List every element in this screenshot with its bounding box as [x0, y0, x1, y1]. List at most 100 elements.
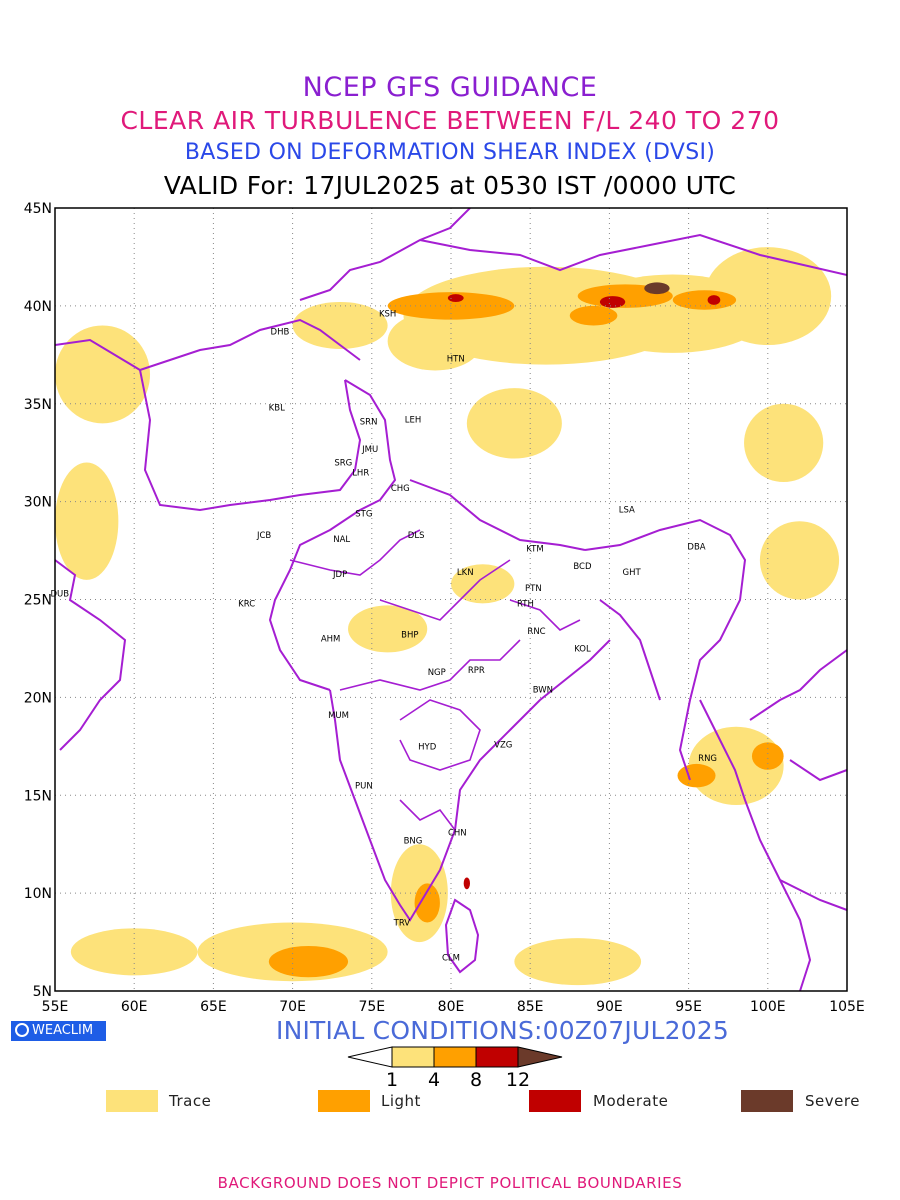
lon-tick-label: 60E: [121, 999, 148, 1015]
lon-tick-label: 70E: [279, 999, 306, 1015]
nepal-boundary: [409, 479, 586, 551]
india-coast: [329, 639, 611, 922]
turbulence-trace-area: [514, 938, 642, 986]
lon-tick-label: 95E: [675, 999, 702, 1015]
station-label: AHM: [321, 635, 341, 645]
turbulence-light-area: [268, 945, 349, 978]
chart-title: NCEP GFS GUIDANCE: [302, 72, 598, 103]
station-label: NAL: [333, 535, 350, 545]
lon-tick-label: 85E: [517, 999, 544, 1015]
lon-tick-label: 90E: [596, 999, 623, 1015]
station-label: PUN: [355, 781, 373, 791]
legend-light-label: Light: [381, 1092, 421, 1110]
station-label: KRC: [238, 599, 255, 609]
turbulence-trace-area: [292, 301, 388, 349]
lat-tick-label: 10N: [24, 886, 52, 902]
legend-trace-label: Trace: [169, 1092, 212, 1110]
station-label: BHP: [401, 631, 418, 641]
turbulence-moderate-area: [599, 296, 626, 308]
colorbar-tick-label: 12: [505, 1069, 531, 1091]
station-label: DLS: [408, 531, 425, 541]
station-label: RNG: [698, 754, 717, 764]
station-label: PTN: [525, 584, 542, 594]
legend-moderate-label: Moderate: [593, 1092, 669, 1110]
station-label: RTH: [517, 599, 534, 609]
india-west-boundary: [268, 379, 397, 691]
legend-severe-swatch: [741, 1090, 793, 1112]
lat-tick-label: 30N: [24, 495, 52, 511]
station-label: STG: [355, 509, 372, 519]
legend-light-swatch: [318, 1090, 370, 1112]
turbulence-trace-area: [55, 325, 151, 424]
station-label: NGP: [428, 668, 446, 678]
station-label: SRN: [360, 417, 378, 427]
lon-tick-label: 55E: [42, 999, 69, 1015]
station-label: RPR: [468, 666, 485, 676]
station-label: SRG: [334, 458, 352, 468]
station-label: DUB: [50, 590, 69, 600]
initial-conditions: INITIAL CONDITIONS:00Z07JUL2025: [276, 1016, 730, 1045]
turbulence-trace-area: [387, 311, 483, 371]
legend-trace-swatch: [106, 1090, 158, 1112]
footer-note: BACKGROUND DOES NOT DEPICT POLITICAL BOU…: [217, 1174, 683, 1192]
station-label: HTN: [447, 355, 465, 365]
station-label: KOL: [574, 644, 591, 654]
station-label: MUM: [328, 711, 349, 721]
station-label: DHB: [271, 327, 290, 337]
chart-subtitle: CLEAR AIR TURBULENCE BETWEEN F/L 240 TO …: [120, 106, 780, 135]
turbulence-trace-area: [744, 403, 824, 483]
logo-text: WEACLIM: [32, 1023, 94, 1038]
colorbar-tick-label: 4: [427, 1069, 441, 1091]
legend-severe-label: Severe: [805, 1092, 860, 1110]
station-label: HYD: [418, 742, 437, 752]
station-label: VZG: [494, 740, 512, 750]
map-frame: [54, 207, 848, 992]
station-label: BWN: [533, 686, 553, 696]
legend-moderate-swatch: [529, 1090, 581, 1112]
turbulence-trace-area: [704, 247, 832, 346]
northeast-boundary: [584, 518, 747, 781]
lon-tick-label: 100E: [750, 999, 786, 1015]
station-label: CHN: [448, 828, 467, 838]
colorbar-tick-label: 8: [469, 1069, 483, 1091]
station-label: GHT: [622, 568, 641, 578]
lat-tick-label: 20N: [24, 690, 52, 706]
turbulence-severe-area: [644, 282, 670, 295]
lat-tick-label: 5N: [33, 984, 52, 1000]
srilanka-coast: [444, 898, 480, 974]
lat-tick-label: 15N: [24, 788, 52, 804]
colorbar-low-triangle: [347, 1046, 393, 1068]
valid-time: VALID For: 17JUL2025 at 0530 IST /0000 U…: [163, 171, 737, 200]
boundary-lines: [55, 208, 847, 991]
himalaya-boundary: [299, 208, 847, 301]
turbulence-moderate-area: [463, 877, 471, 890]
lat-tick-label: 35N: [24, 397, 52, 413]
lon-tick-label: 65E: [200, 999, 227, 1015]
turbulence-trace-area: [759, 521, 840, 600]
lat-lon-grid: [55, 208, 847, 991]
station-label: KBL: [269, 404, 285, 414]
station-label: LEH: [405, 415, 422, 425]
turbulence-light-area: [672, 290, 737, 310]
colorbar: [347, 1046, 563, 1068]
turbulence-trace-area: [348, 605, 428, 653]
colorbar-moderate: [475, 1046, 519, 1068]
station-label: BCD: [573, 562, 592, 572]
station-label: RNC: [527, 627, 545, 637]
station-label: JDP: [332, 570, 347, 580]
station-label: CHG: [391, 484, 410, 494]
pakistan-boundary: [139, 369, 362, 512]
lat-tick-label: 25N: [24, 593, 52, 609]
turbulence-light-area: [414, 883, 440, 923]
lon-tick-label: 105E: [829, 999, 865, 1015]
weaclim-logo: WEACLIM: [11, 1021, 106, 1041]
axis-ticks: 55E 60E 65E 70E 75E 80E 85E 90E 95E 100E 105E 45N 40…: [24, 201, 865, 1015]
lon-tick-label: 80E: [438, 999, 465, 1015]
lat-tick-label: 40N: [24, 299, 52, 315]
station-label: JMU: [361, 445, 378, 455]
station-label: CLM: [442, 954, 460, 964]
indochina-boundary: [749, 649, 847, 911]
arabia-coast: [55, 559, 127, 751]
